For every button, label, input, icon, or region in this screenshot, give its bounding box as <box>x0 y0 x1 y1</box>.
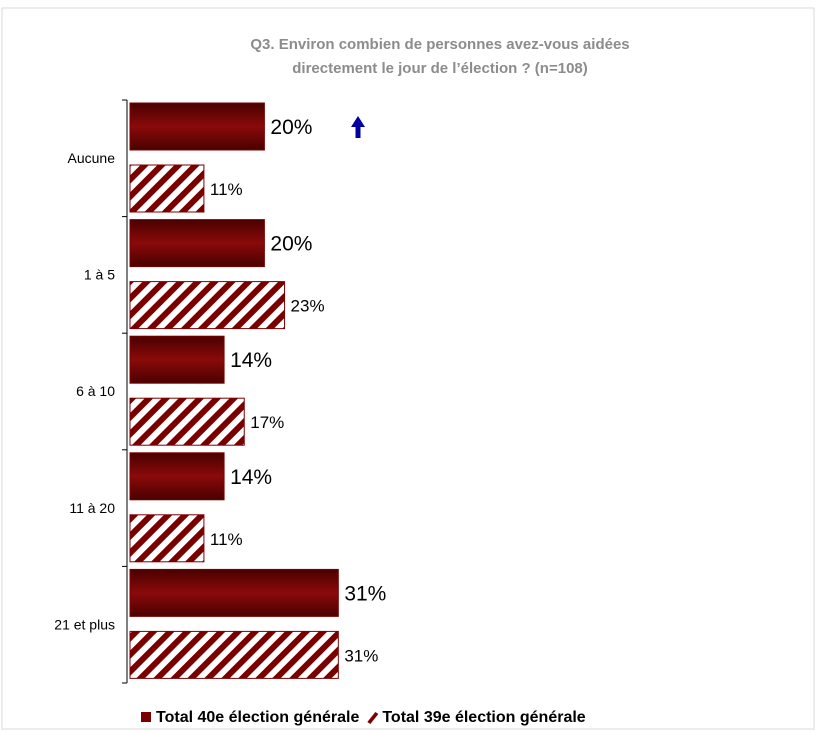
solid-bar <box>129 568 339 617</box>
hatched-bar <box>129 630 339 679</box>
hatched-bar <box>129 514 205 563</box>
category-label: 6 à 10 <box>76 383 115 399</box>
value-label: 14% <box>230 349 272 372</box>
hatched-bar <box>129 164 205 213</box>
category-label: 21 et plus <box>54 616 115 632</box>
value-label: 20% <box>270 116 312 139</box>
category-label: Aucune <box>68 150 116 166</box>
value-label: 17% <box>250 413 284 432</box>
hatched-bar <box>129 397 245 446</box>
value-label: 14% <box>230 466 272 489</box>
value-label: 11% <box>210 180 243 199</box>
hatched-bar <box>129 281 286 330</box>
solid-bar <box>129 102 265 151</box>
solid-bar <box>129 219 265 268</box>
legend-swatch <box>141 712 151 722</box>
value-label: 20% <box>270 233 312 256</box>
solid-bar <box>129 452 225 501</box>
value-label: 31% <box>344 646 378 665</box>
legend-label: Total 39e élection générale <box>382 709 585 726</box>
value-label: 11% <box>210 530 243 549</box>
category-label: 1 à 5 <box>84 267 115 283</box>
up-arrow <box>351 116 365 138</box>
chart-title: Q3. Environ combien de personnes avez-vo… <box>250 36 629 53</box>
legend-swatch <box>367 712 379 724</box>
value-label: 31% <box>344 582 386 605</box>
value-label: 23% <box>291 297 325 316</box>
category-label: 11 à 20 <box>69 500 115 516</box>
solid-bar <box>129 335 225 384</box>
chart-subtitle: directement le jour de l’élection ? (n=1… <box>292 60 588 77</box>
frame <box>1 7 815 730</box>
legend-label: Total 40e élection générale <box>156 709 359 726</box>
